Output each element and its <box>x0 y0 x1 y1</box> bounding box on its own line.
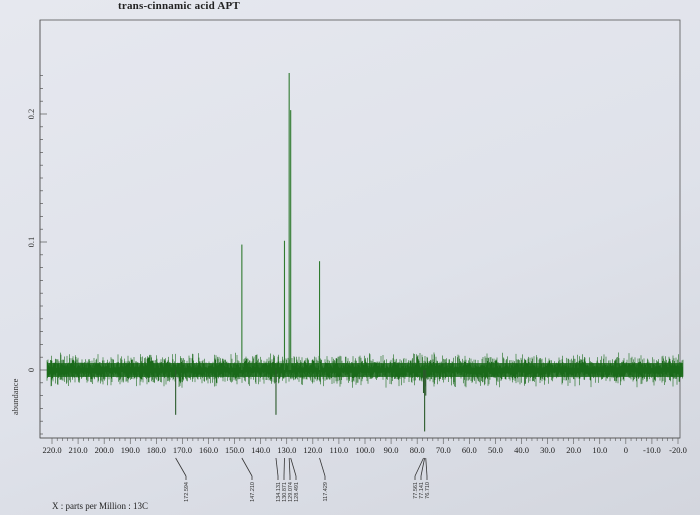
peak-label: 77.141 <box>419 482 425 499</box>
x-tick-label: 60.0 <box>462 445 477 455</box>
x-tick-label: 100.0 <box>355 445 374 455</box>
peak-leader <box>414 457 424 477</box>
peak-label: 76.710 <box>425 482 431 499</box>
x-tick-label: 160.0 <box>199 445 218 455</box>
spectrum-peaks <box>175 73 427 432</box>
y-tick-label: 0.1 <box>26 237 36 248</box>
x-tick-label: 90.0 <box>384 445 399 455</box>
x-tick-label: -20.0 <box>669 445 687 455</box>
x-tick-label: 30.0 <box>540 445 555 455</box>
x-tick-label: 210.0 <box>69 445 88 455</box>
x-axis: 220.0 210.0 200.0 190.0 180.0 170.0 160.0 150.0… <box>40 437 687 455</box>
x-tick-label: 20.0 <box>566 445 581 455</box>
y-axis-label: abundance <box>10 378 20 415</box>
peak-label: 128.491 <box>294 482 300 502</box>
spectrum-trace <box>46 352 684 388</box>
peak-leader <box>425 457 428 477</box>
x-tick-label: 170.0 <box>173 445 192 455</box>
peak-label: 77.561 <box>413 482 419 499</box>
x-tick-label: 40.0 <box>514 445 529 455</box>
x-tick-label: 220.0 <box>42 445 61 455</box>
peak-leader <box>288 457 291 477</box>
x-tick-label: 0 <box>624 445 628 455</box>
peak-annotations: 172.594 147.210 134.131 130.871 129.074 128.4… <box>175 457 431 502</box>
x-tick-label: 190.0 <box>121 445 140 455</box>
peak-label: 172.594 <box>184 482 190 502</box>
x-tick-label: 140.0 <box>251 445 270 455</box>
y-tick-label: 0 <box>26 368 36 372</box>
x-tick-label: 10.0 <box>592 445 607 455</box>
peak-label: 129.074 <box>288 482 294 502</box>
peak-label: 117.429 <box>323 482 329 501</box>
x-axis-label: X : parts per Million : 13C <box>52 501 148 511</box>
x-tick-label: 110.0 <box>330 445 349 455</box>
peak-leader <box>241 457 253 477</box>
x-tick-label: 80.0 <box>410 445 425 455</box>
peak-leader <box>290 457 297 477</box>
noise-trace <box>46 352 684 388</box>
chart-title: trans-cinnamic acid APT <box>118 0 240 12</box>
peak-leader <box>175 457 187 477</box>
x-tick-label: -10.0 <box>643 445 661 455</box>
x-tick-label: 180.0 <box>147 445 166 455</box>
peak-label: 130.871 <box>282 482 288 502</box>
y-tick-label: 0.2 <box>26 109 36 120</box>
x-tick-label: 50.0 <box>488 445 503 455</box>
x-tick-label: 200.0 <box>95 445 114 455</box>
x-tick-label: 130.0 <box>277 445 296 455</box>
peak-leader <box>275 457 279 477</box>
peak-leader <box>319 457 326 477</box>
peak-label: 134.131 <box>276 482 282 502</box>
x-tick-label: 70.0 <box>436 445 451 455</box>
peak-leader <box>420 457 426 477</box>
x-tick-label: 120.0 <box>303 445 322 455</box>
x-tick-label: 150.0 <box>225 445 244 455</box>
y-axis: 0 0.1 0.2 <box>26 20 47 438</box>
peak-label: 147.210 <box>250 482 256 502</box>
